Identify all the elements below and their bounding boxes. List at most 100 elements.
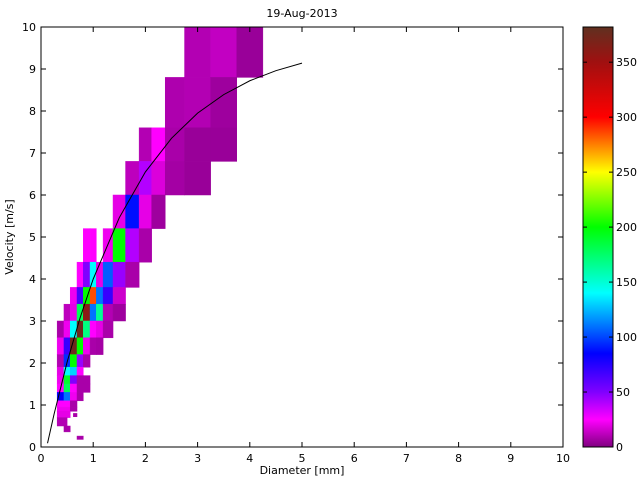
y-axis-ticks: 0 1 2 3 4 5 6 7 8 9 10 [22,21,563,454]
heatmap-cell [83,354,91,368]
heatmap-cell [89,287,97,305]
heatmap-cell [69,406,78,412]
heatmap-cell [63,425,71,433]
colorbar-tick-label: 250 [616,166,637,179]
heatmap-cell [184,161,211,196]
heatmap-cell [89,228,97,263]
x-axis-ticks: 0 1 2 3 4 5 6 7 8 9 10 [38,27,570,465]
heatmap-cell [76,337,84,355]
heatmap-cell [56,411,71,418]
heatmap-cell [151,194,166,229]
colorbar-ticks: 0 50 100 150 200 250 300 350 [583,56,637,454]
heatmap-cell [76,435,84,440]
heatmap-cell [164,77,185,129]
y-tick-label: 6 [29,189,36,202]
heatmap-cell [89,303,97,322]
heatmap-cell [102,303,114,322]
heatmap-cell [56,406,71,412]
x-tick-label: 10 [556,452,570,465]
heatmap-cell [210,26,237,78]
heatmap-cell [83,261,91,288]
heatmap-cell [112,194,126,229]
heatmap-cell [69,287,78,305]
heatmap-cell [63,337,71,355]
heatmap-cell [76,354,84,368]
heatmap-cell [112,228,126,263]
heatmap-cell [125,228,140,263]
heatmap-cell [69,383,78,393]
heatmap-cell [69,366,78,376]
heatmap-cell [69,354,78,368]
heatmap-cell [96,320,104,339]
y-tick-label: 2 [29,357,36,370]
x-axis-label: Diameter [mm] [260,464,345,477]
heatmap-cell [69,375,78,385]
y-tick-label: 7 [29,147,36,160]
heatmap-cell [184,77,211,129]
heatmap-cell [89,320,97,339]
x-tick-label: 4 [246,452,253,465]
heatmap-cell [56,320,65,339]
heatmap-cell [151,127,166,162]
heatmap-cell [76,366,84,376]
fit-curve-line [47,62,303,444]
heatmap-cell [112,303,126,322]
heatmap-cell [125,261,140,288]
heatmap-cell [69,320,78,339]
heatmap-cell [63,303,71,322]
heatmap-cell [112,261,126,288]
heatmap-cell [69,392,78,402]
y-tick-label: 8 [29,105,36,118]
heatmap-cell [69,400,78,408]
heatmap-cell [164,161,185,196]
colorbar-tick-label: 50 [616,386,630,399]
y-tick-label: 0 [29,441,36,454]
x-tick-label: 9 [507,452,514,465]
heatmap-cell [102,287,114,305]
heatmap-cell [125,194,140,229]
y-tick-label: 4 [29,273,36,286]
heatmap-cell [83,337,91,355]
heatmap-cell [83,375,91,385]
heatmap-cell [76,261,84,288]
colorbar-tick-label: 100 [616,331,637,344]
heatmap-cell [102,320,114,339]
heatmap-cell [184,26,211,78]
heatmap-cell [184,127,211,162]
heatmap-cell [76,383,84,393]
heatmap-cell [83,320,91,339]
x-tick-label: 7 [403,452,410,465]
heatmap-cell [83,228,91,263]
heatmap-cell [151,161,166,196]
x-tick-label: 3 [194,452,201,465]
heatmap-cell [56,366,65,376]
heatmap-cell [63,383,71,393]
y-tick-label: 5 [29,231,36,244]
heatmap-cell [96,261,104,288]
x-tick-label: 6 [351,452,358,465]
heatmap-cells [56,26,264,440]
x-tick-label: 0 [38,452,45,465]
heatmap-cell [56,354,65,368]
y-axis-label: Velocity [m/s] [3,199,16,274]
y-tick-label: 9 [29,63,36,76]
y-tick-label: 1 [29,399,36,412]
colorbar-tick-label: 200 [616,221,637,234]
heatmap-cell [102,228,114,263]
colorbar-tick-label: 350 [616,56,637,69]
heatmap-cell [112,287,126,305]
colorbar-tick-label: 150 [616,276,637,289]
heatmap-cell [76,375,84,385]
heatmap-cell [76,287,84,305]
y-tick-label: 3 [29,315,36,328]
heatmap-cell [73,413,78,418]
heatmap-cell [63,375,71,385]
x-tick-label: 8 [455,452,462,465]
heatmap-cell [236,26,264,78]
heatmap-cell [56,400,71,408]
heatmap-cell [56,337,65,355]
heatmap-cell [210,77,237,129]
heatmap-cell [96,287,104,305]
